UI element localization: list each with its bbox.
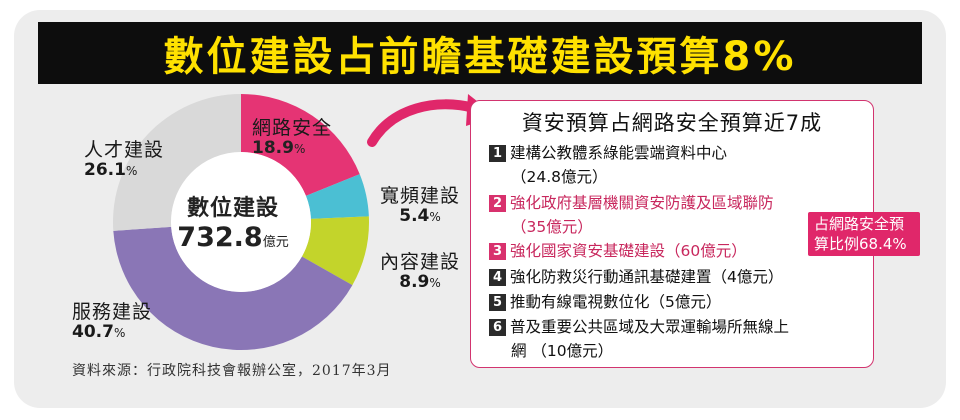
slice-label-pct: 18.9%: [252, 138, 306, 159]
slice-label-pct: 8.9%: [399, 272, 441, 293]
item-text: 強化防救災行動通訊基礎建置（4億元）: [510, 268, 784, 286]
pie-slice-0: [241, 94, 360, 196]
title-bar: 數位建設占前瞻基礎建設預算8%: [38, 22, 922, 84]
item-number: 3: [489, 243, 506, 260]
source-note: 資料來源：行政院科技會報辦公室，2017年3月: [72, 363, 392, 379]
item-number: 4: [489, 269, 506, 286]
item-text: 普及重要公共區域及大眾運輸場所無線上: [510, 318, 790, 336]
slice-label-1: 寬頻建設 5.4%: [380, 185, 461, 227]
detail-panel: 資安預算占網路安全預算近7成 1 建構公教體系綠能雲端資料中心 （24.8億元） …: [470, 100, 874, 368]
item-number: 2: [489, 195, 506, 212]
list-item: 4 強化防救災行動通訊基礎建置（4億元）: [489, 265, 869, 289]
slice-label-name: 寬頻建設: [380, 185, 461, 207]
slice-label-name: 網路安全: [252, 117, 333, 139]
pie-slice-4: [113, 94, 241, 231]
center-label-name: 數位建設: [186, 196, 279, 221]
item-number: 5: [489, 294, 506, 311]
item-sub: （24.8億元）: [511, 168, 608, 186]
pie-slice-2: [301, 216, 369, 286]
donut-hole: [171, 152, 311, 292]
slice-label-4: 人才建設 26.1%: [84, 139, 165, 181]
panel-title: 資安預算占網路安全預算近7成: [521, 111, 823, 135]
chart-title: 數位建設占前瞻基礎建設預算8%: [163, 34, 797, 80]
item-text: 建構公教體系綠能雲端資料中心: [510, 144, 728, 162]
item-text: 強化國家資安基礎建設（60億元）: [510, 242, 747, 260]
callout-line-1: 占網路安全預: [814, 215, 905, 233]
list-item: 1 建構公教體系綠能雲端資料中心 （24.8億元）: [489, 141, 869, 189]
list-item: 3 強化國家資安基礎建設（60億元）: [489, 239, 869, 263]
item-sub: 網 （10億元）: [511, 342, 614, 360]
slice-label-pct: 5.4%: [399, 206, 441, 227]
slice-label-0: 網路安全 18.9%: [252, 117, 333, 159]
center-label-total: 732.8億元: [177, 222, 289, 253]
pie-slice-1: [305, 174, 369, 219]
item-text: 強化政府基層機關資安防護及區域聯防: [510, 194, 774, 212]
slice-label-pct: 40.7%: [72, 322, 126, 343]
slice-label-pct: 26.1%: [84, 160, 138, 181]
center-label: 數位建設 732.8億元: [173, 190, 293, 253]
slice-label-name: 服務建設: [72, 301, 153, 323]
callout-line-2: 算比例68.4%: [814, 235, 907, 253]
slice-label-name: 內容建設: [380, 251, 461, 273]
slice-label-name: 人才建設: [84, 139, 165, 161]
item-text: 推動有線電視數位化（5億元）: [510, 293, 722, 311]
item-sub: （35億元）: [511, 218, 593, 236]
list-item: 2 強化政府基層機關資安防護及區域聯防 （35億元）: [489, 191, 869, 239]
item-number: 1: [489, 145, 506, 162]
list-item: 5 推動有線電視數位化（5億元）: [489, 290, 869, 314]
list-item: 6 普及重要公共區域及大眾運輸場所無線上 網 （10億元）: [489, 315, 869, 363]
pie-slice-3: [113, 226, 353, 350]
item-number: 6: [489, 319, 506, 336]
callout-badge: 占網路安全預 算比例68.4%: [808, 212, 920, 256]
slice-label-3: 服務建設 40.7%: [72, 301, 153, 343]
slice-label-2: 內容建設 8.9%: [380, 251, 461, 293]
